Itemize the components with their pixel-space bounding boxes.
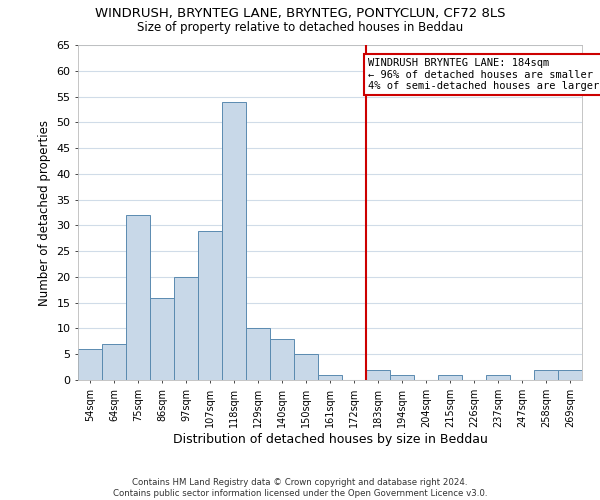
Bar	[558, 370, 582, 380]
Bar	[222, 102, 246, 380]
Text: WINDRUSH, BRYNTEG LANE, BRYNTEG, PONTYCLUN, CF72 8LS: WINDRUSH, BRYNTEG LANE, BRYNTEG, PONTYCL…	[95, 8, 505, 20]
Text: WINDRUSH BRYNTEG LANE: 184sqm
← 96% of detached houses are smaller (190)
4% of s: WINDRUSH BRYNTEG LANE: 184sqm ← 96% of d…	[368, 58, 600, 91]
Bar	[102, 344, 126, 380]
X-axis label: Distribution of detached houses by size in Beddau: Distribution of detached houses by size …	[173, 432, 487, 446]
Y-axis label: Number of detached properties: Number of detached properties	[38, 120, 50, 306]
Text: Contains HM Land Registry data © Crown copyright and database right 2024.
Contai: Contains HM Land Registry data © Crown c…	[113, 478, 487, 498]
Bar	[438, 375, 462, 380]
Bar	[486, 375, 510, 380]
Bar	[198, 230, 222, 380]
Bar	[534, 370, 558, 380]
Text: Size of property relative to detached houses in Beddau: Size of property relative to detached ho…	[137, 21, 463, 34]
Bar	[150, 298, 174, 380]
Bar	[126, 215, 150, 380]
Bar	[318, 375, 342, 380]
Bar	[390, 375, 414, 380]
Bar	[246, 328, 270, 380]
Bar	[366, 370, 390, 380]
Bar	[78, 349, 102, 380]
Bar	[174, 277, 198, 380]
Bar	[270, 339, 294, 380]
Bar	[294, 354, 318, 380]
